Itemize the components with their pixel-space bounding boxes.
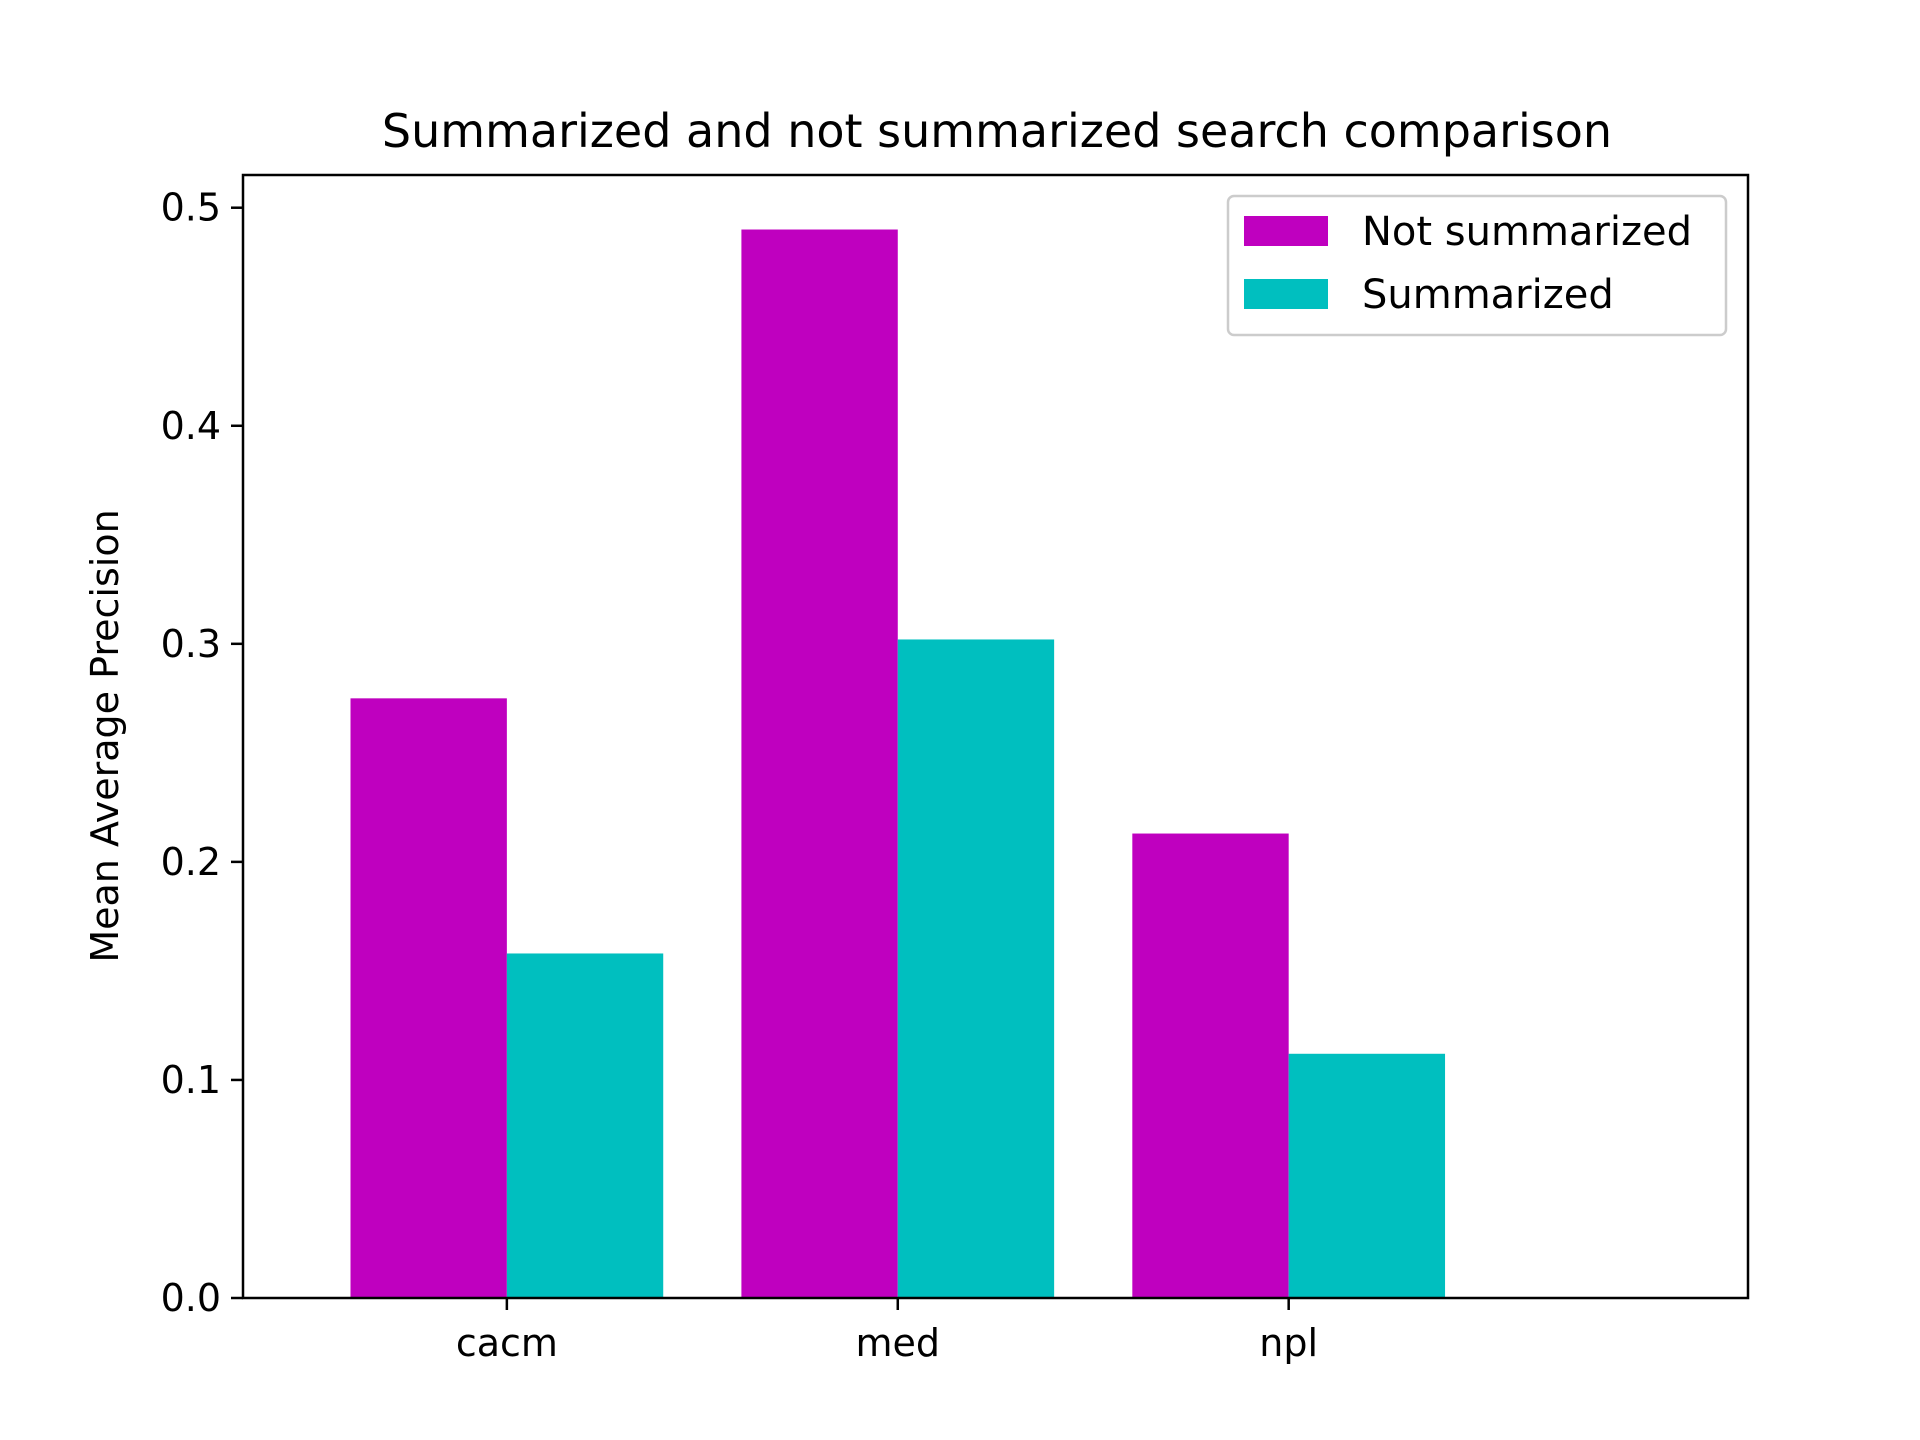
y-axis-label: Mean Average Precision <box>83 509 127 962</box>
legend-label-summarized: Summarized <box>1362 272 1614 318</box>
y-tick-label: 0.5 <box>161 186 221 230</box>
bar-not-summarized-npl <box>1132 833 1289 1298</box>
x-tick-label-npl: npl <box>1259 1321 1318 1365</box>
legend-swatch-summarized <box>1244 279 1328 309</box>
y-tick-label: 0.2 <box>161 840 221 884</box>
x-axis: cacm med npl <box>456 1298 1318 1365</box>
chart-title: Summarized and not summarized search com… <box>382 104 1612 158</box>
x-tick-label-cacm: cacm <box>456 1321 558 1365</box>
y-tick-label: 0.4 <box>161 404 221 448</box>
bar-summarized-npl <box>1288 1053 1446 1298</box>
legend-label-not-summarized: Not summarized <box>1362 209 1692 255</box>
bars-group <box>350 229 1446 1299</box>
y-axis: 0.0 0.1 0.2 0.3 0.4 0.5 <box>161 186 243 1320</box>
y-tick-label: 0.3 <box>161 622 221 666</box>
legend-frame <box>1226 194 1728 337</box>
bar-not-summarized-med <box>741 229 898 1299</box>
legend-swatch-not-summarized <box>1244 216 1328 246</box>
y-tick-label: 0.1 <box>161 1058 221 1102</box>
legend: Not summarized Summarized <box>1226 194 1728 337</box>
y-tick-label: 0.0 <box>161 1276 221 1320</box>
bar-not-summarized-cacm <box>350 698 507 1298</box>
x-tick-label-med: med <box>856 1321 941 1365</box>
plot-frame <box>241 173 1750 1300</box>
bar-summarized-med <box>897 639 1055 1298</box>
bar-summarized-cacm <box>506 953 664 1298</box>
